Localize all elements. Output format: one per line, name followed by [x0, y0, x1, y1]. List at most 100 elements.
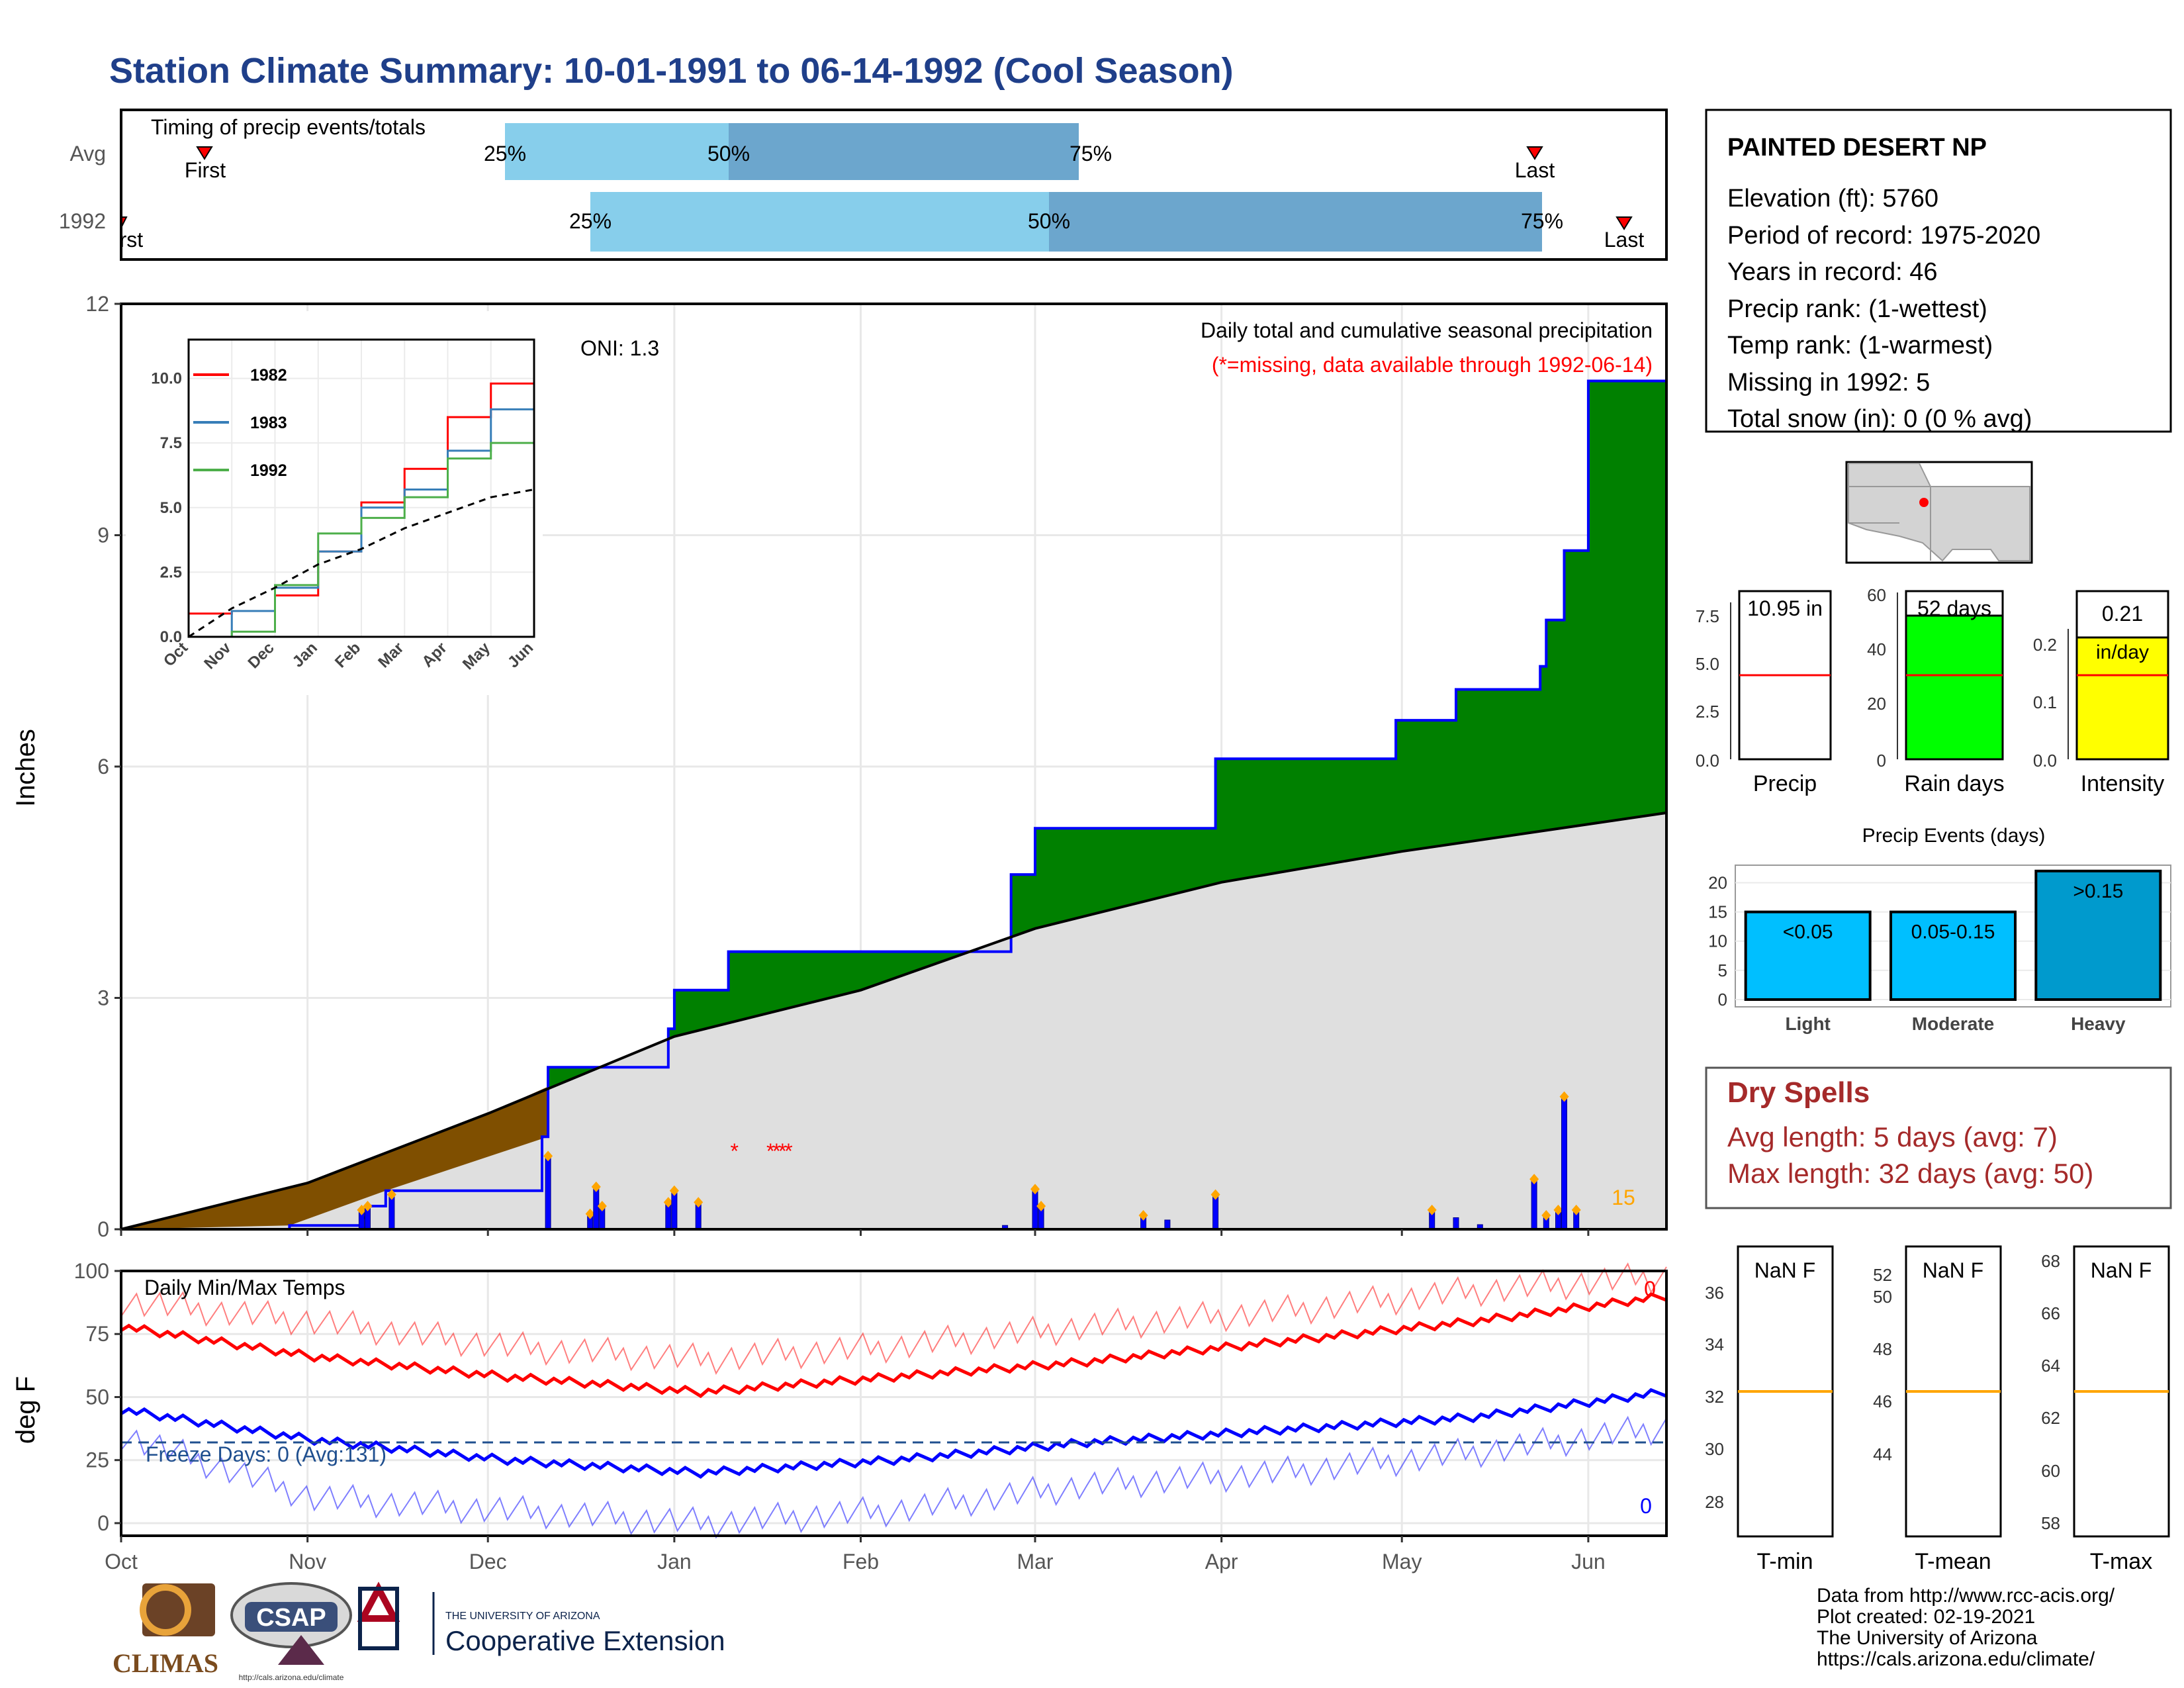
month-label: Apr: [1205, 1550, 1238, 1573]
event-bar-label: >0.15: [2073, 880, 2123, 902]
missing-marker: *: [772, 1139, 780, 1163]
legend-1982-label: 1982: [250, 366, 287, 385]
footer-line: Data from http://www.rcc-acis.org/: [1817, 1585, 2115, 1607]
avg-last-marker: [1526, 146, 1543, 160]
station-info-box: PAINTED DESERT NP Elevation (ft): 5760 P…: [1705, 109, 2172, 433]
heavy-event-count: 15: [1612, 1186, 1635, 1209]
tick-label: 58: [2041, 1513, 2060, 1533]
tick-label: 0.0: [2033, 751, 2057, 771]
climas-sun-icon: [140, 1584, 191, 1636]
station-line: Total snow (in): 0 (0 % avg): [1727, 405, 2032, 433]
temp-series-line: [120, 1292, 1667, 1399]
daily-precip-bar: [1561, 1096, 1567, 1230]
tick-label: 66: [2041, 1303, 2060, 1323]
tick-label: 52: [1873, 1265, 1892, 1285]
tick-label: 7.5: [160, 434, 182, 452]
tick-label: 0: [97, 1217, 109, 1241]
footer-line: The University of Arizona: [1817, 1627, 2038, 1649]
tick-label: 0: [1718, 990, 1727, 1009]
surplus-area: [121, 381, 1666, 1229]
tick-label: 60: [2041, 1461, 2060, 1481]
month-label: Jan: [657, 1550, 692, 1573]
tick-label: 20: [1708, 872, 1727, 892]
station-location-dot: [1919, 498, 1929, 507]
heavy-event-marker: [669, 1185, 679, 1196]
station-line: Missing in 1992: 5: [1727, 369, 1930, 397]
ua-small-text: THE UNIVERSITY OF ARIZONA: [445, 1611, 600, 1622]
oni-label: ONI: 1.3: [580, 336, 659, 360]
timing-row-label-avg: Avg: [69, 142, 106, 165]
tick-label: 62: [2041, 1408, 2060, 1428]
y1992-last-label: Last: [1604, 228, 1645, 252]
inset-chart: 0.02.55.07.510.0 Oct Nov Dec Jan Feb Mar Apr Ma…: [126, 311, 543, 695]
tick-label: 5.0: [1696, 654, 1719, 674]
heavy-event-marker: [1210, 1189, 1220, 1200]
legend-1992-label: 1992: [250, 461, 287, 480]
event-category-label: Heavy: [2071, 1013, 2126, 1034]
y1992-p25-label: 25%: [569, 209, 612, 233]
tick-label: 2.5: [160, 563, 182, 581]
events-bars: <0.05 Light 0.05-0.15 Moderate >0.15 Heavy: [1744, 869, 2162, 1034]
tick-label: 20: [1867, 694, 1886, 714]
event-category-label: Light: [1785, 1013, 1830, 1034]
y1992-p75-label: 75%: [1521, 209, 1563, 233]
station-line: Temp rank: (1-warmest): [1727, 332, 1993, 359]
tick-label: 0.0: [160, 628, 182, 646]
min-count-label: 0: [1640, 1494, 1652, 1518]
y1992-first-marker: [122, 216, 128, 227]
dry-spells-max: Max length: 32 days (avg: 50): [1727, 1158, 2093, 1189]
tmean-box: NaN F 44 46 48 50 52 T-mean: [1873, 1245, 2002, 1574]
deficit-area: [121, 1086, 549, 1229]
footer-line: Plot created: 02-19-2021: [1817, 1606, 2035, 1628]
ua-big-text: Cooperative Extension: [445, 1625, 725, 1656]
events-title: Precip Events (days): [1862, 825, 2046, 847]
missing-marker: *: [778, 1139, 786, 1163]
avg-q2-bar: [729, 123, 1079, 180]
inset-legend: 1982 1983 1992: [193, 366, 287, 480]
avg-last-label: Last: [1515, 158, 1555, 182]
inset-series-line: [189, 363, 535, 638]
y1992-q1-bar: [590, 192, 1049, 252]
precip-events-chart: Precip Events (days) <0.05 Light 0.05-0.15…: [1708, 825, 2171, 1034]
tmean-xlabel: T-mean: [1915, 1549, 1991, 1574]
events-y-axis: 0 5 10 15 20: [1708, 872, 1727, 1009]
tick-label: 68: [2041, 1251, 2060, 1271]
footer-line: https://cals.arizona.edu/climate/: [1817, 1648, 2095, 1670]
tick-label: 30: [1705, 1439, 1724, 1459]
csap-badge: [245, 1602, 338, 1632]
heavy-event-marker: [591, 1181, 601, 1192]
avg-p25-label: 25%: [484, 142, 526, 165]
csap-logo: CSAP http://cals.arizona.edu/climate: [230, 1582, 352, 1682]
summary-bars: 10.95 in 0.0 2.5 5.0 7.5 Precip 52 days …: [1696, 585, 2169, 796]
heavy-event-marker: [1553, 1204, 1563, 1215]
station-name: PAINTED DESERT NP: [1727, 134, 1987, 162]
avg-p75-label: 75%: [1069, 142, 1112, 165]
heavy-event-marker: [1138, 1210, 1148, 1221]
tick-label: 32: [1705, 1387, 1724, 1407]
station-line: Precip rank: (1-wettest): [1727, 295, 1987, 323]
heavy-event-marker: [1541, 1210, 1551, 1221]
heavy-event-marker: [1030, 1184, 1040, 1195]
temp-panel-title: Daily Min/Max Temps: [144, 1276, 345, 1299]
tmin-box: NaN F 28 30 32 34 36 T-min: [1705, 1245, 1834, 1574]
locator-map: [1845, 461, 2033, 564]
tick-label: 100: [74, 1259, 109, 1283]
dry-spells-box: Dry Spells Avg length: 5 days (avg: 7) M…: [1705, 1066, 2172, 1209]
event-bar-label: <0.05: [1783, 921, 1833, 943]
page-title: Station Climate Summary: 10-01-1991 to 0…: [109, 51, 1234, 91]
rain-days-bar: [1905, 614, 2004, 761]
heavy-event-marker: [694, 1197, 704, 1208]
legend-1983-label: 1983: [250, 414, 287, 432]
average-cumulative-line: [120, 811, 1667, 1231]
avg-q1-bar: [505, 123, 729, 180]
tmean-value: NaN F: [1923, 1258, 1983, 1282]
month-label: Oct: [105, 1550, 138, 1573]
avg-first-marker: [196, 146, 213, 160]
dry-spells-avg: Avg length: 5 days (avg: 7): [1727, 1121, 2058, 1152]
tmax-box: NaN F 58 60 62 64 66 68 T-max: [2041, 1245, 2170, 1574]
tick-label: 0: [97, 1511, 109, 1535]
month-label: Feb: [842, 1550, 879, 1573]
station-line: Years in record: 46: [1727, 258, 1938, 286]
inset-lines: [188, 363, 535, 638]
